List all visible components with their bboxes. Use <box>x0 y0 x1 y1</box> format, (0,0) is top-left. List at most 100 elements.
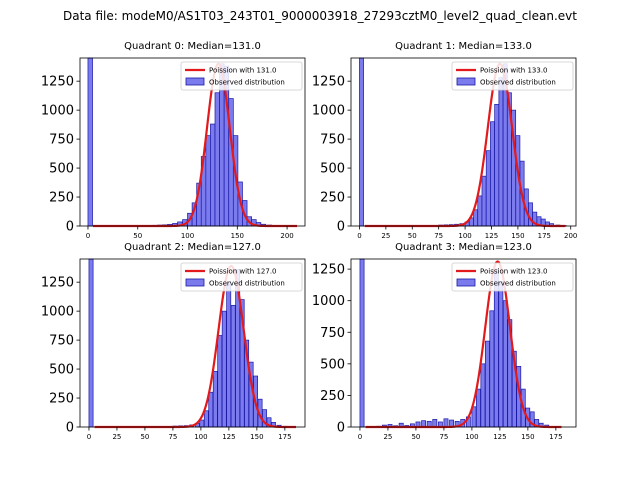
y-tick-label: 1000 <box>312 294 345 309</box>
histogram-bar <box>208 391 214 428</box>
x-tick-label: 0 <box>357 232 361 240</box>
histogram-bar <box>498 77 504 227</box>
y-tick-label: 1250 <box>312 75 345 90</box>
histogram-bar <box>476 388 481 428</box>
histogram-bar <box>221 310 227 428</box>
histogram-bar <box>477 195 483 227</box>
x-tick-label: 125 <box>222 433 235 441</box>
panel-title: Quadrant 0: Median=131.0 <box>124 41 261 52</box>
legend-hist-swatch <box>185 77 205 86</box>
x-tick-label: 125 <box>485 232 498 240</box>
axes-frame <box>79 258 306 428</box>
x-tick-label: 125 <box>493 433 506 441</box>
legend-curve-label: Poission with 127.0 <box>209 268 277 276</box>
x-tick-label: 100 <box>194 433 207 441</box>
x-tick-label: 150 <box>231 232 244 240</box>
x-tick-label: 200 <box>564 232 577 240</box>
y-tick-label: 0 <box>337 220 345 235</box>
y-tick-label: 750 <box>320 133 345 148</box>
y-tick-label: 250 <box>49 191 74 206</box>
histogram-bar <box>230 304 236 428</box>
panel-quadrant-3: Quadrant 3: Median=123.0 025050075010001… <box>312 242 577 441</box>
y-tick-label: 0 <box>337 421 345 436</box>
legend-box <box>451 61 574 91</box>
x-tick-label: 175 <box>538 232 551 240</box>
histogram-bars <box>359 57 567 227</box>
legend-box <box>180 61 303 91</box>
histogram-bar-zero <box>359 57 364 227</box>
x-tick-label: 50 <box>408 232 417 240</box>
histogram-bar <box>485 150 491 227</box>
x-tick-label: 0 <box>87 433 91 441</box>
x-tick-label: 75 <box>168 433 177 441</box>
histogram-bar <box>210 123 216 227</box>
legend-curve-label: Poission with 133.0 <box>480 67 548 75</box>
x-tick-label: 200 <box>280 232 293 240</box>
histogram-bar <box>443 418 449 428</box>
legend-box <box>451 262 574 292</box>
histogram-bar <box>484 340 490 428</box>
histogram-bar <box>481 175 487 227</box>
x-tick-label: 0 <box>86 232 90 240</box>
legend-hist-label: Observed distribution <box>480 79 556 87</box>
y-tick-label: 1000 <box>41 305 74 320</box>
legend: Poission with 123.0 Observed distribution <box>451 262 574 292</box>
y-tick-label: 500 <box>320 357 345 372</box>
histogram-bar <box>214 92 220 227</box>
panel-quadrant-1: Quadrant 1: Median=133.0 025050075010001… <box>312 41 577 240</box>
histogram-bar <box>494 103 500 227</box>
y-tick-label: 750 <box>320 326 345 341</box>
axes-frame <box>350 57 577 227</box>
histogram-bar-zero <box>359 258 365 428</box>
histogram-bar <box>502 300 508 428</box>
y-tick-label: 750 <box>49 133 74 148</box>
y-tick-label: 1250 <box>312 263 345 278</box>
y-tick-label: 250 <box>49 392 74 407</box>
panel-title: Quadrant 1: Median=133.0 <box>395 41 532 52</box>
panel-title: Quadrant 2: Median=127.0 <box>124 242 261 253</box>
y-tick-label: 1000 <box>312 104 345 119</box>
legend-hist-label: Observed distribution <box>480 280 556 288</box>
histogram-bar <box>226 281 232 428</box>
histogram-bar <box>217 335 223 428</box>
x-tick-label: 50 <box>133 232 142 240</box>
x-tick-label: 100 <box>465 433 478 441</box>
x-tick-label: 0 <box>358 433 362 441</box>
x-tick-label: 175 <box>278 433 291 441</box>
histogram-bar <box>489 310 495 428</box>
x-tick-label: 150 <box>511 232 524 240</box>
legend-curve-label: Poission with 131.0 <box>209 67 277 75</box>
legend-box <box>180 262 303 292</box>
x-tick-label: 25 <box>381 232 390 240</box>
x-tick-label: 150 <box>521 433 534 441</box>
histogram-bar <box>432 419 438 428</box>
suptitle: Data file: modeM0/AS1T03_243T01_90000039… <box>63 9 577 23</box>
x-tick-label: 75 <box>439 433 448 441</box>
x-tick-label: 150 <box>250 433 263 441</box>
histogram-bar <box>203 410 209 428</box>
x-tick-label: 175 <box>549 433 562 441</box>
x-tick-label: 100 <box>458 232 471 240</box>
legend-hist-swatch <box>456 278 476 287</box>
y-tick-label: 0 <box>66 421 74 436</box>
histogram-bar <box>199 419 205 428</box>
y-tick-label: 250 <box>320 389 345 404</box>
axes-frame <box>79 57 306 227</box>
legend-hist-label: Observed distribution <box>209 79 285 87</box>
y-tick-label: 500 <box>49 162 74 177</box>
legend: Poission with 127.0 Observed distribution <box>180 262 303 292</box>
y-tick-label: 0 <box>66 220 74 235</box>
panel-quadrant-2: Quadrant 2: Median=127.0 025050075010001… <box>41 242 306 441</box>
histogram-bar <box>473 209 479 227</box>
legend: Poission with 131.0 Observed distribution <box>180 61 303 91</box>
x-tick-label: 50 <box>411 433 420 441</box>
y-tick-label: 500 <box>320 162 345 177</box>
legend-hist-label: Observed distribution <box>209 280 285 288</box>
histogram-bar <box>493 268 499 428</box>
legend: Poission with 133.0 Observed distribution <box>451 61 574 91</box>
legend-hist-swatch <box>185 278 205 287</box>
axes-frame <box>350 258 577 428</box>
x-tick-label: 75 <box>434 232 443 240</box>
x-tick-label: 25 <box>383 433 392 441</box>
x-tick-label: 100 <box>181 232 194 240</box>
